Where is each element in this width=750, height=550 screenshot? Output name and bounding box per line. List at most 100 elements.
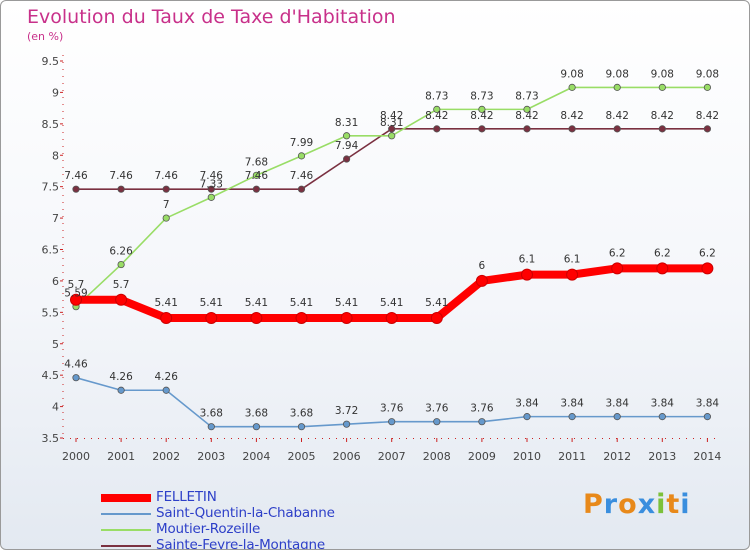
data-label-felletin: 5.41	[155, 297, 178, 309]
data-point-sainte-feyre	[297, 185, 306, 193]
data-point-sainte-feyre	[478, 125, 486, 133]
data-point-sainte-feyre	[613, 125, 621, 133]
data-point-saint-quentin	[703, 413, 712, 421]
data-point-sainte-feyre	[568, 125, 576, 133]
x-tick-label: 2005	[288, 450, 316, 463]
data-label-saint-quentin: 3.84	[606, 398, 630, 410]
data-label-sainte-feyre: 7.46	[109, 170, 133, 182]
data-label-felletin: 5.41	[425, 297, 448, 309]
data-label-saint-quentin: 4.46	[64, 359, 88, 371]
legend-swatch-saint-quentin	[101, 513, 151, 515]
data-point-felletin	[115, 293, 128, 306]
data-label-sainte-feyre: 8.42	[425, 110, 448, 122]
data-label-sainte-feyre: 8.42	[515, 110, 538, 122]
x-tick-label: 2007	[378, 450, 406, 463]
legend-label-sainte-feyre: Sainte-Feyre-la-Montagne	[156, 537, 325, 550]
proxiti-logo: Proxiti	[583, 489, 691, 520]
x-tick-label: 2014	[693, 450, 721, 463]
x-tick-label: 2003	[197, 450, 225, 463]
data-point-moutier-rozeille	[342, 132, 351, 140]
data-label-saint-quentin: 3.68	[200, 408, 223, 420]
legend-label-moutier-rozeille: Moutier-Rozeille	[156, 521, 261, 537]
legend-swatch-sainte-feyre	[101, 545, 151, 547]
data-label-moutier-rozeille: 7.33	[200, 178, 223, 190]
logo-letter: i	[656, 489, 667, 520]
data-label-moutier-rozeille: 8.31	[335, 117, 358, 129]
logo-letter: o	[618, 489, 638, 520]
data-point-felletin	[521, 268, 533, 281]
data-point-saint-quentin	[568, 413, 576, 421]
data-point-felletin	[701, 262, 714, 275]
data-label-felletin: 6.1	[564, 254, 581, 266]
x-tick-label: 2000	[62, 450, 90, 463]
data-point-felletin	[385, 311, 398, 324]
data-label-saint-quentin: 3.76	[380, 403, 404, 415]
y-tick-label: 8	[52, 149, 59, 162]
legend-label-saint-quentin: Saint-Quentin-la-Chabanne	[156, 505, 335, 521]
data-label-moutier-rozeille: 7.99	[290, 137, 313, 149]
data-point-sainte-feyre	[523, 125, 531, 133]
series-layer	[70, 83, 714, 431]
data-label-saint-quentin: 4.26	[155, 371, 179, 383]
data-label-sainte-feyre: 8.42	[560, 110, 583, 122]
data-label-saint-quentin: 3.84	[696, 398, 720, 410]
y-tick-label: 7.5	[42, 181, 60, 194]
data-label-felletin: 5.41	[200, 297, 223, 309]
data-label-felletin: 6	[479, 260, 486, 272]
data-point-felletin	[340, 311, 353, 324]
logo-letter: r	[603, 489, 619, 520]
y-tick-label: 9.5	[42, 55, 60, 68]
y-tick-label: 6	[52, 275, 59, 288]
data-point-moutier-rozeille	[523, 105, 531, 113]
data-point-saint-quentin	[342, 420, 351, 428]
y-tick-label: 7	[52, 212, 59, 225]
data-label-saint-quentin: 3.84	[515, 398, 539, 410]
data-point-sainte-feyre	[342, 155, 351, 163]
data-label-sainte-feyre: 8.42	[606, 110, 629, 122]
data-point-sainte-feyre	[117, 185, 125, 193]
data-point-saint-quentin	[252, 423, 260, 431]
x-tick-label: 2006	[333, 450, 361, 463]
logo-letter: x	[637, 489, 657, 520]
data-point-felletin	[295, 311, 308, 324]
data-point-sainte-feyre	[703, 125, 712, 133]
logo-letter: i	[680, 489, 691, 520]
y-tick-label: 5.5	[42, 306, 60, 319]
x-tick-label: 2012	[603, 450, 631, 463]
data-point-sainte-feyre	[433, 125, 441, 133]
data-point-saint-quentin	[162, 386, 170, 394]
data-label-sainte-feyre: 7.46	[290, 170, 314, 182]
data-point-saint-quentin	[658, 413, 666, 421]
data-point-felletin	[566, 268, 579, 281]
data-label-saint-quentin: 3.72	[335, 405, 358, 417]
data-label-sainte-feyre: 8.42	[696, 110, 719, 122]
data-label-moutier-rozeille: 8.73	[425, 90, 448, 102]
data-point-saint-quentin	[433, 418, 441, 426]
data-label-saint-quentin: 3.76	[470, 403, 494, 415]
x-tick-label: 2004	[242, 450, 270, 463]
data-point-sainte-feyre	[162, 185, 170, 193]
data-label-saint-quentin: 3.68	[245, 408, 268, 420]
data-label-felletin: 5.41	[335, 297, 358, 309]
data-point-moutier-rozeille	[207, 193, 215, 201]
axes: 3.5 4 4.5 5 5.5 6 6.5 7 7.5 8 8.5 9 9.5 2000 2001 2002 2…	[42, 55, 721, 463]
data-label-felletin: 6.2	[609, 247, 626, 259]
data-point-sainte-feyre	[72, 185, 80, 193]
data-label-sainte-feyre: 8.42	[380, 110, 403, 122]
x-tick-label: 2001	[107, 450, 135, 463]
y-tick-label: 6.5	[42, 244, 60, 257]
data-point-moutier-rozeille	[658, 83, 666, 91]
data-point-felletin	[611, 262, 624, 275]
data-label-moutier-rozeille: 5.59	[64, 288, 87, 300]
data-point-sainte-feyre	[252, 185, 260, 193]
data-point-sainte-feyre	[658, 125, 666, 133]
y-tick-label: 9	[52, 86, 59, 99]
y-tick-label: 4.5	[42, 369, 60, 382]
y-tick-label: 4	[52, 401, 59, 414]
data-point-moutier-rozeille	[568, 83, 576, 91]
data-label-moutier-rozeille: 9.08	[606, 68, 629, 80]
data-label-felletin: 5.41	[245, 297, 268, 309]
data-point-felletin	[430, 311, 443, 324]
logo-letter: t	[666, 489, 681, 520]
data-point-moutier-rozeille	[162, 214, 170, 222]
